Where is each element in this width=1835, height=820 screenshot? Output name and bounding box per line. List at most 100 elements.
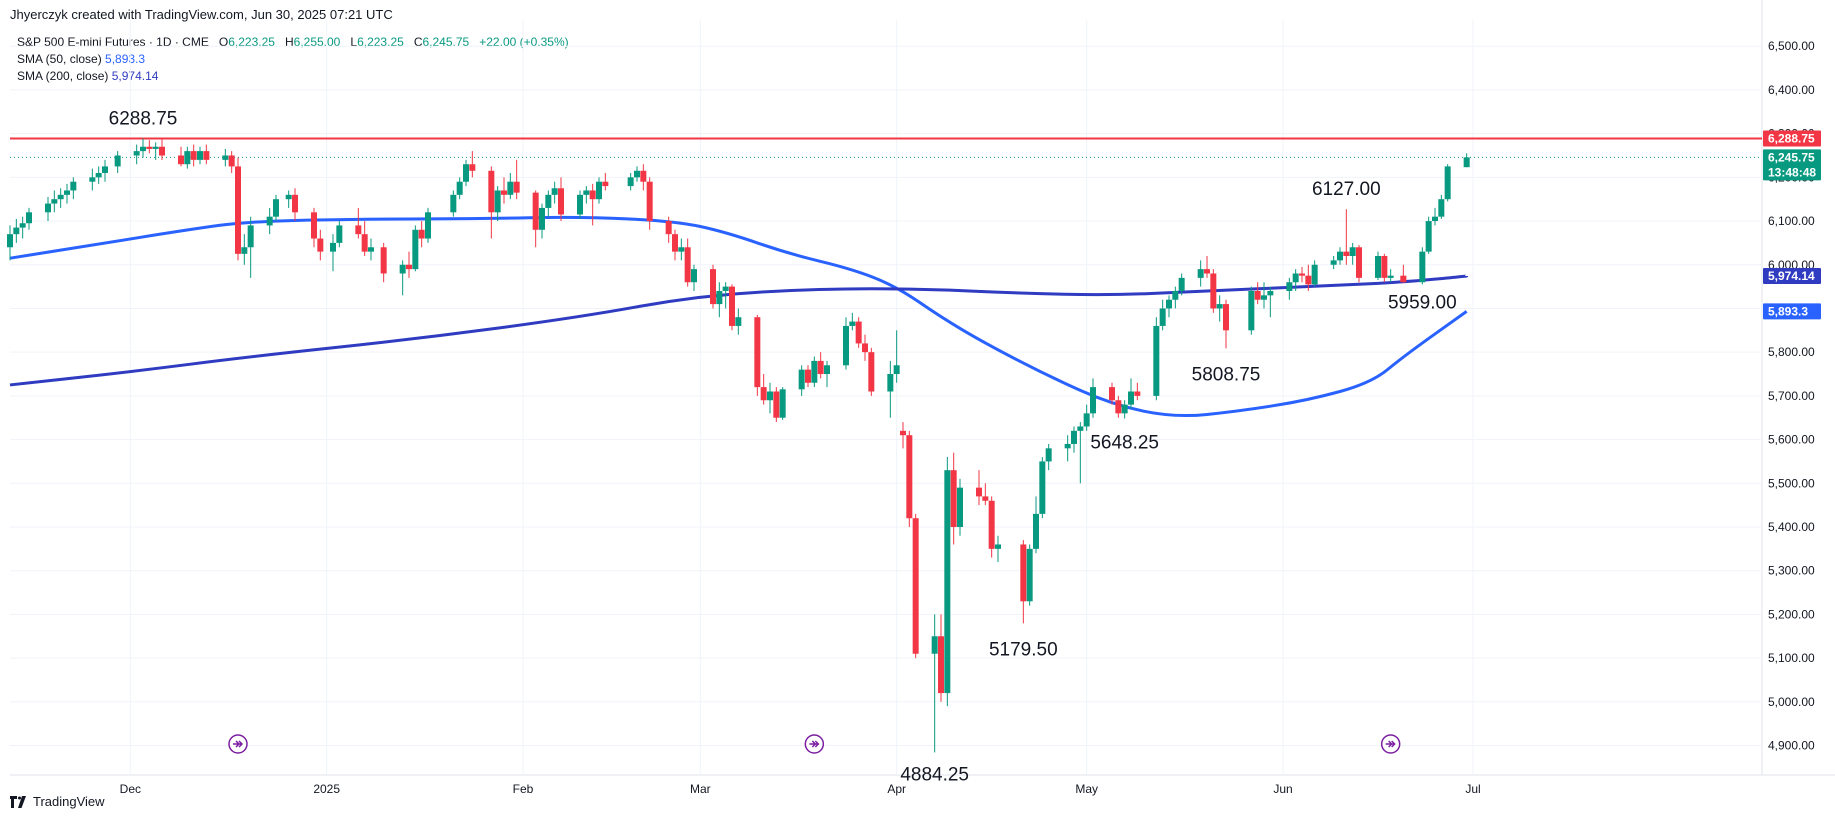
price-axis[interactable]: 4,900.00 5,000.00 5,100.00 5,200.00 5,300.00… [1763,39,1821,753]
x-tick-label: Feb [513,782,534,796]
candle-body [1248,290,1255,331]
chart-legend: S&P 500 E-mini Futures · 1D · CME O6,223… [17,34,569,85]
candle-body [203,151,210,160]
candle-body [140,146,146,152]
candle-body [1216,304,1223,309]
x-tick-label: May [1075,782,1098,796]
candle [1387,269,1394,283]
candle-body [1349,247,1356,257]
x-tick-label: Jun [1273,782,1292,796]
candle-body [1387,275,1394,278]
event-icon[interactable] [228,734,248,754]
candle [133,144,140,165]
symbol-label[interactable]: S&P 500 E-mini Futures · 1D · CME [17,35,209,49]
candle-body [1026,548,1033,602]
candle-body [900,430,906,436]
candle-body [26,212,32,224]
candle-body [1071,430,1077,444]
candle [1026,544,1033,606]
candle [1166,295,1172,318]
candle [1286,277,1293,300]
candle [931,614,938,753]
candle-body [1400,275,1407,283]
candle [26,207,32,230]
candle-body [760,387,767,401]
candle-body [190,151,197,160]
candle-body [95,172,102,178]
candle [722,282,729,309]
candle-body [1343,251,1350,257]
change-value: +22.00 (+0.35%) [479,35,569,49]
candle [735,308,742,335]
event-icon[interactable] [804,734,825,754]
candle [773,387,780,423]
event-icon[interactable] [1380,734,1401,754]
candle [551,181,558,204]
candle [1299,266,1305,283]
candle-body [152,146,159,149]
candle [1305,264,1312,291]
resistance-badge-bg [1763,130,1821,147]
candle-body [501,190,507,195]
candle [399,260,406,296]
candle [368,238,374,261]
candle [1444,164,1451,202]
candle [1172,286,1179,309]
candle [602,172,609,191]
candle [102,159,108,182]
candle [330,234,336,272]
candle [1438,194,1445,219]
candle-body [273,199,279,217]
candle [222,148,229,167]
candle [988,496,995,558]
candle-body [1463,157,1470,168]
candle-body [1261,295,1267,300]
sma50-badge-text: 5,893.3 [1768,304,1808,318]
sma50-badge: 5,893.3 [1763,303,1821,320]
candle [1292,269,1299,291]
candle-body [1419,251,1426,283]
candle-body [1286,282,1293,291]
candle [406,251,412,278]
candle-body [551,188,558,195]
open-value: 6,223.25 [228,35,275,49]
candle [716,282,723,318]
sma50-row[interactable]: SMA (50, close) 5,893.3 [17,51,569,68]
sma200-row[interactable]: SMA (200, close) 5,974.14 [17,68,569,85]
candle [507,172,514,200]
candle-body [1172,290,1179,300]
created-by-text: Jhyerczyk created with TradingView.com, … [10,7,393,22]
candle [1375,251,1381,281]
candle [1330,256,1337,270]
candle [976,470,982,506]
candle [1178,273,1185,296]
candle [1077,422,1084,484]
candle-body [133,151,140,156]
candle-body [13,227,20,235]
candle-body [1166,299,1172,309]
candle-body [494,190,501,213]
candle-body [1109,387,1115,401]
candle [1121,400,1128,419]
high-label: H [284,35,294,49]
countdown-badge-bg [1763,164,1821,181]
candle [982,483,989,506]
candle [1419,247,1426,285]
tradingview-logo[interactable]: TradingView [10,794,105,809]
time-axis[interactable]: Dec 2025 Feb Mar Apr May Jun Jul [120,782,1481,796]
candle-body [1033,513,1039,549]
sma200-line [9,274,1467,387]
ohlc-row: S&P 500 E-mini Futures · 1D · CME O6,223… [17,34,569,51]
candle-body [1210,273,1217,309]
candle-body [773,391,780,418]
candle-body [627,177,634,187]
candle-body [944,470,951,694]
candle-body [767,391,773,401]
candle-body [1115,400,1122,414]
candle-body [735,317,742,326]
candle [887,360,894,418]
candle [146,140,153,154]
candle-body [1178,277,1185,291]
candle-body [7,234,13,248]
